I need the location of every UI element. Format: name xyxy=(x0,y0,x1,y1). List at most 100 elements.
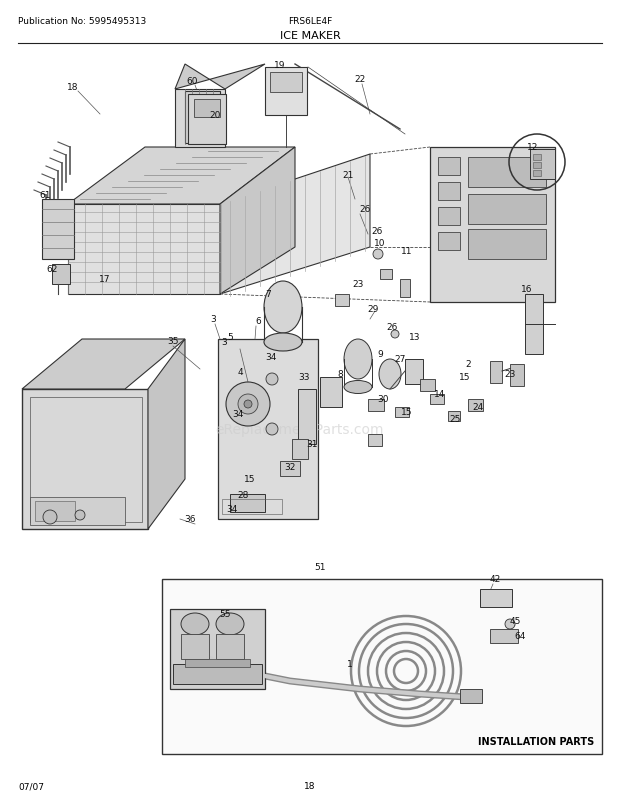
Text: 9: 9 xyxy=(377,350,383,359)
Text: 26: 26 xyxy=(371,227,383,237)
Text: 26: 26 xyxy=(360,205,371,214)
Text: 27: 27 xyxy=(394,355,405,364)
Text: 14: 14 xyxy=(435,390,446,399)
Text: 36: 36 xyxy=(184,515,196,524)
Text: 23: 23 xyxy=(352,280,364,290)
Polygon shape xyxy=(22,339,185,390)
Bar xyxy=(530,150,555,180)
Circle shape xyxy=(505,619,515,630)
Bar xyxy=(448,411,460,422)
Text: 35: 35 xyxy=(167,337,179,346)
Text: 61: 61 xyxy=(39,190,51,199)
Text: 12: 12 xyxy=(528,144,539,152)
Text: 7: 7 xyxy=(265,290,271,299)
Circle shape xyxy=(43,510,57,525)
Polygon shape xyxy=(220,148,295,294)
Circle shape xyxy=(238,395,258,415)
Text: 60: 60 xyxy=(186,78,198,87)
Bar xyxy=(222,500,282,514)
Bar xyxy=(320,378,342,407)
Bar xyxy=(468,229,546,260)
Polygon shape xyxy=(220,155,370,294)
Text: 15: 15 xyxy=(244,475,255,484)
Bar xyxy=(468,158,546,188)
Text: 18: 18 xyxy=(67,83,79,92)
Bar xyxy=(480,589,512,607)
Bar xyxy=(430,148,555,302)
Ellipse shape xyxy=(344,339,372,379)
Text: eReplacementParts.com: eReplacementParts.com xyxy=(216,423,384,436)
Text: 11: 11 xyxy=(401,247,413,256)
Bar xyxy=(395,407,409,418)
Polygon shape xyxy=(68,205,220,294)
Text: 3: 3 xyxy=(210,315,216,324)
Bar xyxy=(162,579,602,754)
Bar xyxy=(468,195,546,225)
Text: 15: 15 xyxy=(401,408,413,417)
Ellipse shape xyxy=(264,334,302,351)
Bar xyxy=(265,68,307,115)
Bar xyxy=(230,494,265,512)
Text: 17: 17 xyxy=(99,275,111,284)
Text: 18: 18 xyxy=(304,781,316,791)
Bar xyxy=(35,501,75,521)
Text: 34: 34 xyxy=(265,353,277,362)
Circle shape xyxy=(391,330,399,338)
Bar xyxy=(533,171,541,176)
Bar xyxy=(185,659,250,667)
Text: ICE MAKER: ICE MAKER xyxy=(280,31,340,41)
Bar xyxy=(525,294,543,354)
Bar xyxy=(368,435,382,447)
Text: 19: 19 xyxy=(274,60,286,70)
Text: INSTALLATION PARTS: INSTALLATION PARTS xyxy=(478,736,594,746)
Circle shape xyxy=(266,423,278,435)
Text: 28: 28 xyxy=(237,491,249,500)
Text: 34: 34 xyxy=(232,410,244,419)
Text: 30: 30 xyxy=(377,395,389,404)
Polygon shape xyxy=(175,65,265,90)
Polygon shape xyxy=(148,339,185,529)
Bar xyxy=(400,280,410,298)
Text: 5: 5 xyxy=(227,333,233,342)
Text: 13: 13 xyxy=(409,333,421,342)
Bar xyxy=(420,379,435,391)
Text: 2: 2 xyxy=(465,360,471,369)
Text: FRS6LE4F: FRS6LE4F xyxy=(288,18,332,26)
Text: 22: 22 xyxy=(355,75,366,84)
Bar xyxy=(490,630,518,643)
Bar xyxy=(468,399,483,411)
Text: 34: 34 xyxy=(226,505,237,514)
Ellipse shape xyxy=(264,282,302,334)
Text: 29: 29 xyxy=(367,305,379,314)
Bar xyxy=(368,399,384,411)
Text: 16: 16 xyxy=(521,286,533,294)
Polygon shape xyxy=(175,90,225,148)
Text: 4: 4 xyxy=(237,368,243,377)
Text: 23: 23 xyxy=(504,370,516,379)
Circle shape xyxy=(244,400,252,408)
Bar xyxy=(30,497,125,525)
Text: 55: 55 xyxy=(219,610,231,618)
Bar xyxy=(194,100,220,118)
Polygon shape xyxy=(22,390,148,529)
Text: 21: 21 xyxy=(342,170,353,180)
Bar xyxy=(42,200,74,260)
Bar xyxy=(216,634,244,659)
Bar xyxy=(460,689,482,703)
Ellipse shape xyxy=(181,614,209,635)
Bar xyxy=(380,269,392,280)
Text: 31: 31 xyxy=(306,440,317,449)
Circle shape xyxy=(373,249,383,260)
Ellipse shape xyxy=(216,614,244,635)
Bar xyxy=(188,95,226,145)
Text: 15: 15 xyxy=(459,373,471,382)
Text: 6: 6 xyxy=(255,317,261,326)
Text: 62: 62 xyxy=(46,265,58,274)
Text: 07/07: 07/07 xyxy=(18,781,44,791)
Bar xyxy=(185,92,220,144)
Text: 25: 25 xyxy=(450,415,461,424)
Bar xyxy=(533,163,541,168)
Bar xyxy=(173,664,262,684)
Bar xyxy=(438,208,460,225)
Text: 24: 24 xyxy=(472,403,484,412)
